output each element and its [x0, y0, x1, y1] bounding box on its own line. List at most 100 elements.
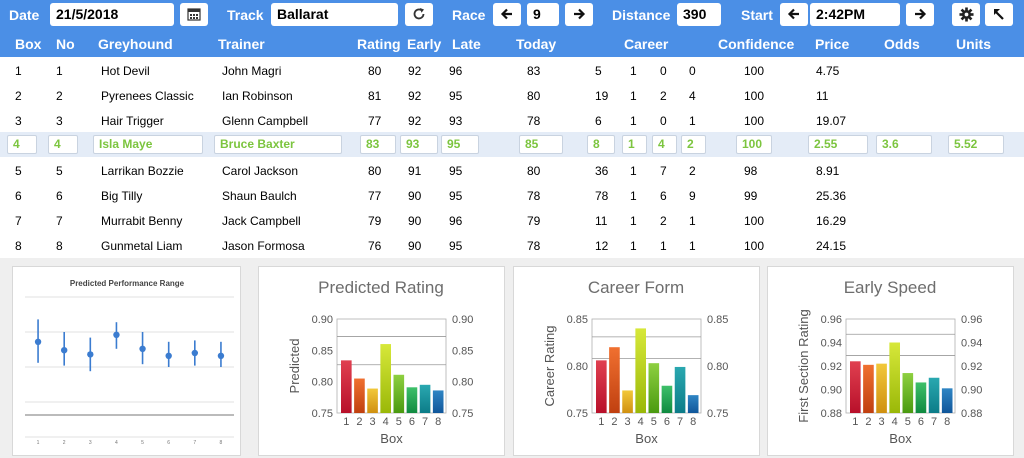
column-header-trainer[interactable]: Trainer: [218, 36, 265, 52]
table-row[interactable]: 7 7 Murrabit Benny Jack Campbell 79 90 96 79 11 1…: [0, 207, 1024, 232]
career-starts-cell: 5: [595, 64, 602, 78]
table-row[interactable]: 3 3 Hair Trigger Glenn Campbell 77 92 93 78 6 1 0 1…: [0, 107, 1024, 132]
column-header-career[interactable]: Career: [624, 36, 669, 52]
y-tick-label-left: 0.75: [312, 408, 333, 420]
no-cell: 5: [56, 164, 63, 178]
today-cell: 80: [527, 89, 541, 103]
column-header-early[interactable]: Early: [407, 36, 442, 52]
late-cell[interactable]: 95: [441, 135, 479, 154]
greyhound-cell[interactable]: Isla Maye: [93, 135, 203, 154]
early-cell: 92: [408, 89, 422, 103]
x-tick-label: 6: [664, 416, 670, 428]
y-tick-label-left: 0.80: [567, 361, 588, 373]
career-thirds-cell: 2: [689, 164, 696, 178]
refresh-button[interactable]: [405, 3, 433, 26]
column-header-price[interactable]: Price: [815, 36, 850, 52]
bar: [661, 385, 673, 413]
performance-range-chart: Predicted Performance Range 1 2 3 4 5 6 7 8: [13, 267, 240, 455]
start-prev-button[interactable]: [780, 3, 808, 26]
box-cell: 7: [15, 214, 22, 228]
table-row[interactable]: 4 4 Isla Maye Bruce Baxter 83 93 95 85 8 1 4 2 100 2.…: [0, 132, 1024, 157]
x-tick-label: 5: [396, 416, 402, 428]
price-cell: 8.91: [816, 164, 840, 178]
bar: [354, 378, 365, 413]
career-starts-cell[interactable]: 8: [587, 135, 615, 154]
bar: [902, 373, 914, 413]
race-prev-button[interactable]: [493, 3, 521, 26]
calendar-button[interactable]: [180, 3, 208, 26]
career-starts-cell: 6: [595, 114, 602, 128]
late-cell: 95: [449, 239, 463, 253]
y-axis-label: Career Rating: [542, 326, 557, 407]
column-header-rating[interactable]: Rating: [357, 36, 401, 52]
career-seconds-cell[interactable]: 4: [652, 135, 677, 154]
trainer-cell: Carol Jackson: [222, 164, 299, 178]
career-thirds-cell: 0: [689, 64, 696, 78]
track-label: Track: [227, 7, 264, 23]
x-tick-label: 3: [370, 416, 376, 428]
confidence-cell[interactable]: 100: [736, 135, 772, 154]
x-tick-label: 2: [63, 440, 66, 446]
column-header-today[interactable]: Today: [516, 36, 557, 52]
trainer-cell: Ian Robinson: [222, 89, 293, 103]
no-cell: 8: [56, 239, 63, 253]
column-header-box[interactable]: Box: [15, 36, 42, 52]
column-header-units[interactable]: Units: [956, 36, 991, 52]
career-wins-cell[interactable]: 1: [622, 135, 647, 154]
box-cell: 5: [15, 164, 22, 178]
y-tick-label-left: 0.94: [821, 338, 842, 350]
distance-input[interactable]: 390: [677, 3, 721, 26]
settings-button[interactable]: [952, 3, 980, 26]
bar: [609, 347, 620, 413]
today-cell: 79: [527, 214, 541, 228]
column-header-odds[interactable]: Odds: [884, 36, 920, 52]
trainer-cell: Glenn Campbell: [222, 114, 309, 128]
units-cell[interactable]: 5.52: [948, 135, 1004, 154]
trainer-cell: Shaun Baulch: [222, 189, 297, 203]
box-cell: 8: [15, 239, 22, 253]
career-seconds-cell: 2: [660, 214, 667, 228]
price-cell[interactable]: 2.55: [808, 135, 868, 154]
column-header-greyhound[interactable]: Greyhound: [98, 36, 173, 52]
column-header-late[interactable]: Late: [452, 36, 481, 52]
table-row[interactable]: 1 1 Hot Devil John Magri 80 92 96 83 5 1 0 0 100 4.75: [0, 57, 1024, 82]
y-tick-label-left: 0.90: [312, 314, 333, 326]
start-next-button[interactable]: [906, 3, 934, 26]
x-tick-label: 3: [625, 416, 631, 428]
odds-cell[interactable]: 3.6: [876, 135, 932, 154]
today-cell: 83: [527, 64, 541, 78]
race-input[interactable]: 9: [527, 3, 559, 26]
column-header-no[interactable]: No: [56, 36, 75, 52]
career-thirds-cell[interactable]: 2: [681, 135, 706, 154]
career-seconds-cell: 6: [660, 189, 667, 203]
career-seconds-cell: 0: [660, 114, 667, 128]
career-wins-cell: 1: [630, 189, 637, 203]
career-seconds-cell: 0: [660, 64, 667, 78]
career-thirds-cell: 1: [689, 214, 696, 228]
box-cell[interactable]: 4: [7, 135, 37, 154]
date-input[interactable]: 21/5/2018: [50, 3, 174, 26]
race-next-button[interactable]: [565, 3, 593, 26]
table-row[interactable]: 8 8 Gunmetal Liam Jason Formosa 76 90 95 78 12 1 1…: [0, 232, 1024, 257]
y-tick-label-left: 0.85: [312, 345, 333, 357]
back-button[interactable]: [985, 3, 1013, 26]
table-row[interactable]: 5 5 Larrikan Bozzie Carol Jackson 80 91 95 80 36…: [0, 157, 1024, 182]
x-tick-label: 4: [638, 416, 644, 428]
early-cell[interactable]: 93: [400, 135, 438, 154]
rating-cell: 77: [368, 114, 382, 128]
career-seconds-cell: 1: [660, 239, 667, 253]
table-row[interactable]: 6 6 Big Tilly Shaun Baulch 77 90 95 78 78 1 6 9 99 25…: [0, 182, 1024, 207]
start-time-input[interactable]: 2:42PM: [810, 3, 900, 26]
today-cell[interactable]: 85: [519, 135, 563, 154]
track-input[interactable]: Ballarat: [271, 3, 398, 26]
no-cell[interactable]: 4: [48, 135, 78, 154]
trainer-cell[interactable]: Bruce Baxter: [214, 135, 342, 154]
column-header-confidence[interactable]: Confidence: [718, 36, 795, 52]
table-header: Box No Greyhound Trainer Rating Early La…: [0, 30, 1024, 57]
x-axis-label: Box: [380, 431, 403, 446]
arrow-right-icon: [574, 8, 586, 20]
table-row[interactable]: 2 2 Pyrenees Classic Ian Robinson 81 92 95 80 19…: [0, 82, 1024, 107]
rating-cell[interactable]: 83: [360, 135, 396, 154]
trainer-cell: Jack Campbell: [222, 214, 301, 228]
early-cell: 90: [408, 214, 422, 228]
